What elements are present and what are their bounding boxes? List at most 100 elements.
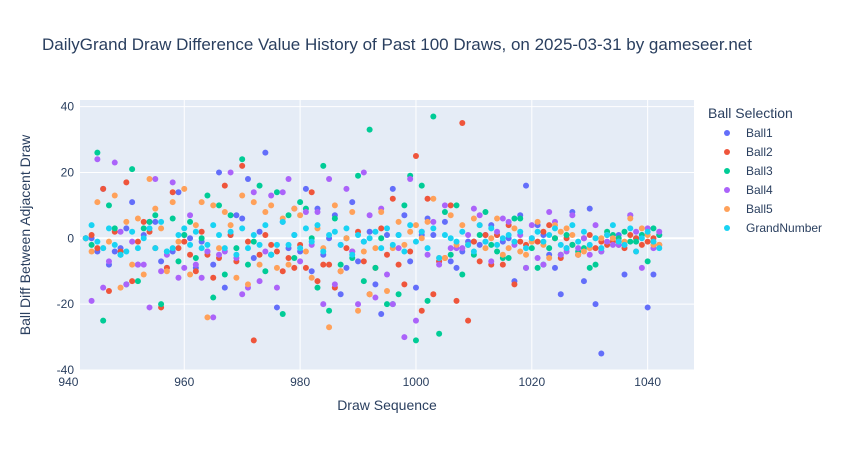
point-ball4 <box>447 245 454 252</box>
point-ball3 <box>546 245 553 252</box>
point-ball5 <box>523 251 530 258</box>
point-ball3 <box>494 248 501 255</box>
y-tick-label: -40 <box>57 363 75 377</box>
x-tick-label: 1020 <box>518 375 545 389</box>
point-ball1 <box>302 185 309 192</box>
point-ball4 <box>169 179 176 186</box>
point-grandnumber <box>302 225 309 232</box>
point-grandnumber <box>198 245 205 252</box>
point-ball5 <box>441 255 448 262</box>
point-ball4 <box>210 314 217 321</box>
legend-item-ball4[interactable]: Ball4 <box>724 183 773 197</box>
point-ball1 <box>372 281 379 288</box>
point-ball2 <box>511 281 518 288</box>
point-ball3 <box>239 156 246 163</box>
point-ball3 <box>233 245 240 252</box>
point-ball4 <box>557 251 564 258</box>
point-ball3 <box>221 271 228 278</box>
point-ball5 <box>511 225 518 232</box>
legend-marker <box>724 130 730 136</box>
point-ball4 <box>575 245 582 252</box>
point-grandnumber <box>181 225 188 232</box>
point-grandnumber <box>158 218 165 225</box>
point-ball5 <box>111 192 118 199</box>
point-ball4 <box>407 176 414 183</box>
point-ball3 <box>181 232 188 238</box>
point-grandnumber <box>88 222 95 229</box>
point-ball1 <box>273 304 280 311</box>
point-ball3 <box>366 126 373 133</box>
point-grandnumber <box>615 238 622 245</box>
point-ball2 <box>499 261 506 268</box>
point-ball4 <box>105 258 112 265</box>
legend-item-ball5[interactable]: Ball5 <box>724 202 773 216</box>
point-ball2 <box>169 189 176 196</box>
point-ball2 <box>384 251 390 258</box>
point-grandnumber <box>447 235 454 242</box>
point-ball4 <box>123 281 130 288</box>
point-ball4 <box>366 212 373 219</box>
point-grandnumber <box>314 222 321 229</box>
point-ball4 <box>465 232 472 238</box>
point-grandnumber <box>227 228 234 235</box>
point-ball2 <box>239 162 246 169</box>
point-ball4 <box>326 176 333 183</box>
point-ball2 <box>198 228 205 235</box>
point-ball5 <box>517 248 524 255</box>
point-ball2 <box>378 225 385 232</box>
point-ball3 <box>146 218 153 225</box>
point-ball4 <box>372 294 379 301</box>
point-ball5 <box>372 245 379 252</box>
point-ball2 <box>546 222 553 229</box>
point-grandnumber <box>505 232 512 238</box>
point-ball4 <box>586 251 593 258</box>
point-ball3 <box>488 241 495 248</box>
legend-item-ball2[interactable]: Ball2 <box>724 145 773 159</box>
point-grandnumber <box>204 241 211 248</box>
point-ball5 <box>563 225 570 232</box>
legend-item-grandnumber[interactable]: GrandNumber <box>724 221 822 235</box>
point-grandnumber <box>210 222 217 229</box>
point-ball3 <box>279 311 286 318</box>
point-ball1 <box>210 261 217 268</box>
point-ball5 <box>140 271 147 278</box>
point-ball2 <box>181 238 188 245</box>
point-grandnumber <box>216 232 223 238</box>
legend-item-ball3[interactable]: Ball3 <box>724 164 773 178</box>
point-ball5 <box>210 202 217 209</box>
point-ball3 <box>592 261 599 268</box>
point-ball3 <box>320 162 327 169</box>
point-ball5 <box>598 235 605 242</box>
point-grandnumber <box>557 241 564 248</box>
y-axis-title: Ball Diff Between Adjacent Draw <box>17 134 33 335</box>
point-ball2 <box>418 307 425 314</box>
legend-item-ball1[interactable]: Ball1 <box>724 126 773 140</box>
point-ball1 <box>644 304 651 311</box>
point-ball5 <box>123 218 130 225</box>
point-grandnumber <box>575 238 582 245</box>
point-ball5 <box>204 314 211 321</box>
point-ball2 <box>407 248 414 255</box>
point-ball2 <box>250 337 257 344</box>
point-ball4 <box>146 304 153 311</box>
point-ball5 <box>181 185 188 192</box>
point-ball4 <box>216 251 223 258</box>
point-grandnumber <box>320 248 327 255</box>
point-ball5 <box>158 225 165 232</box>
point-ball5 <box>262 208 269 215</box>
legend-label: Ball3 <box>746 164 773 178</box>
point-grandnumber <box>384 225 390 232</box>
point-grandnumber <box>285 241 292 248</box>
point-ball2 <box>302 264 309 271</box>
point-grandnumber <box>134 245 141 252</box>
point-grandnumber <box>598 245 605 252</box>
point-ball3 <box>505 255 512 262</box>
point-ball1 <box>187 235 194 242</box>
point-ball4 <box>297 258 304 265</box>
x-tick-label: 1000 <box>403 375 430 389</box>
point-ball3 <box>140 225 147 232</box>
point-ball5 <box>221 208 228 215</box>
point-ball2 <box>134 238 141 245</box>
point-ball5 <box>505 245 512 252</box>
point-ball5 <box>343 235 350 242</box>
